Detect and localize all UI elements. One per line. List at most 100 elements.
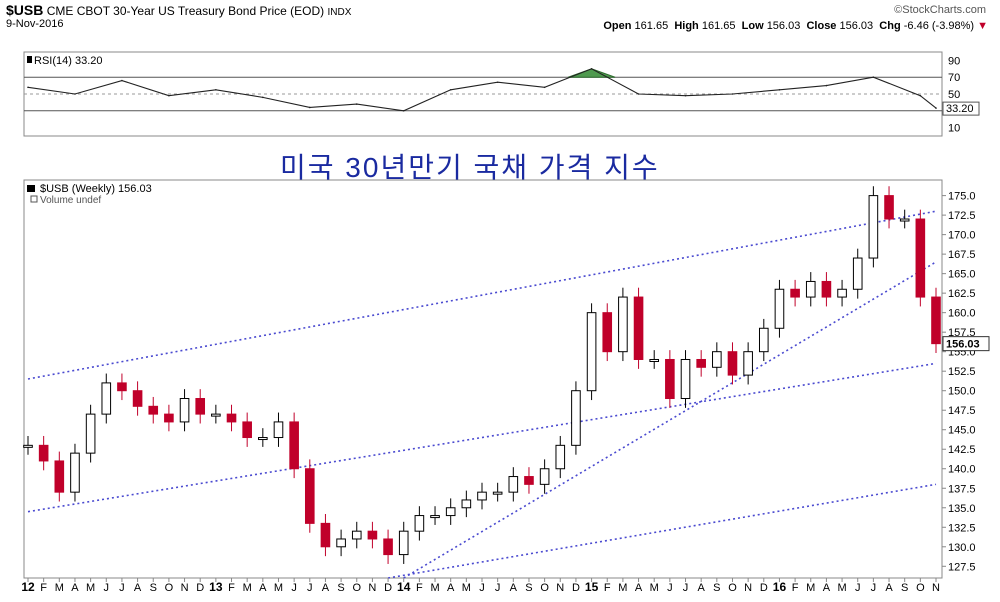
rsi-current-value: 33.20 (946, 103, 974, 115)
low-label: Low (741, 20, 764, 32)
price-bar (555, 444, 566, 470)
price-bar (899, 218, 910, 222)
price-bar (258, 437, 268, 441)
price-bar (273, 421, 284, 439)
x-tick-label: S (525, 582, 532, 594)
chg-value: -6.46 (-3.98%) (903, 20, 975, 32)
x-tick-label: D (384, 582, 392, 594)
x-tick-label: M (837, 582, 846, 594)
x-tick-label: J (119, 582, 125, 594)
price-bar (54, 460, 65, 493)
rsi-point (308, 106, 311, 109)
price-tick-label: 172.5 (948, 210, 976, 222)
price-bar (915, 218, 926, 298)
chg-label: Chg (879, 20, 901, 32)
price-label: $USB (Weekly) 156.03 (40, 183, 152, 195)
rsi-current-box (942, 101, 980, 116)
ohlc-row: Open 161.65 High 161.65 Low 156.03 Close… (603, 20, 988, 32)
price-bar (304, 468, 315, 524)
x-tick-label: A (322, 582, 330, 594)
x-tick-label: F (228, 582, 235, 594)
x-tick-label: D (760, 582, 768, 594)
x-tick-label: A (698, 582, 706, 594)
price-bar (320, 522, 331, 548)
x-tick-label: A (510, 582, 518, 594)
rsi-tick-label: 10 (948, 123, 960, 135)
date: 9-Nov-2016 (6, 18, 64, 30)
rsi-point (778, 89, 781, 91)
price-bar (289, 421, 299, 470)
x-tick-label: O (540, 582, 549, 594)
price-tick-label: 130.0 (948, 542, 976, 554)
x-tick-label: J (307, 582, 313, 594)
price-bar (852, 257, 863, 290)
price-bar (336, 538, 346, 548)
rsi-legend-swatch (27, 56, 32, 63)
trendline-1 (27, 210, 937, 380)
price-current-box (942, 336, 990, 352)
price-bar (242, 421, 252, 439)
trendline-4 (387, 483, 937, 579)
rsi-point (449, 89, 452, 91)
x-tick-label: A (447, 582, 455, 594)
rsi-point (355, 103, 358, 105)
x-tick-label: N (556, 582, 564, 594)
rsi-point (215, 89, 217, 91)
x-tick-label: S (150, 582, 157, 594)
description: CME CBOT 30-Year US Treasury Bond Price … (46, 4, 325, 18)
volume-label: Volume undef (40, 195, 101, 206)
high-value: 161.65 (701, 20, 736, 32)
x-tick-label: J (291, 582, 297, 594)
down-arrow-icon: ▼ (977, 20, 988, 32)
x-tick-label: 14 (397, 580, 411, 594)
price-bar (586, 312, 597, 392)
rsi-point (168, 94, 170, 97)
x-tick-label: M (55, 582, 64, 594)
price-current-value: 156.03 (946, 339, 980, 351)
x-tick-label: N (368, 582, 376, 594)
price-tick-label: 145.0 (948, 425, 976, 437)
x-tick-label: M (618, 582, 627, 594)
x-tick-label: A (885, 582, 893, 594)
x-tick-label: M (462, 582, 471, 594)
x-tick-label: J (104, 582, 110, 594)
rsi-point (262, 96, 264, 99)
x-tick-label: S (337, 582, 344, 594)
open-value: 161.65 (634, 20, 669, 32)
price-tick-label: 175.0 (948, 191, 976, 203)
price-bar (696, 358, 706, 368)
price-tick-label: 165.0 (948, 269, 976, 281)
x-tick-label: J (667, 582, 673, 594)
rsi-point (74, 93, 76, 95)
price-tick-label: 170.0 (948, 230, 976, 242)
rsi-point (27, 86, 29, 89)
x-tick-label: N (181, 582, 189, 594)
trendline-2 (27, 362, 937, 513)
price-bar (179, 398, 190, 423)
price-bar (618, 296, 628, 353)
price-tick-label: 147.5 (948, 405, 976, 417)
rsi-tick-label: 70 (948, 72, 960, 84)
price-tick-label: 150.0 (948, 386, 976, 398)
x-tick-label: F (40, 582, 47, 594)
price-bar (790, 288, 800, 298)
rsi-label: RSI(14) 33.20 (34, 55, 102, 67)
x-tick-label: J (683, 582, 689, 594)
rsi-point (121, 79, 123, 82)
price-bar (383, 538, 393, 556)
price-tick-label: 160.0 (948, 308, 976, 320)
x-tick-label: N (744, 582, 752, 594)
price-bar (868, 195, 879, 259)
high-label: High (674, 20, 699, 32)
price-bar (680, 358, 691, 400)
price-bar (351, 530, 362, 540)
price-bar (132, 390, 143, 407)
price-bar (602, 312, 613, 353)
price-tick-label: 140.0 (948, 464, 976, 476)
rsi-point (402, 110, 405, 112)
x-tick-label: M (650, 582, 659, 594)
price-bar (743, 351, 753, 376)
x-tick-label: A (259, 582, 267, 594)
price-bar (492, 491, 503, 495)
